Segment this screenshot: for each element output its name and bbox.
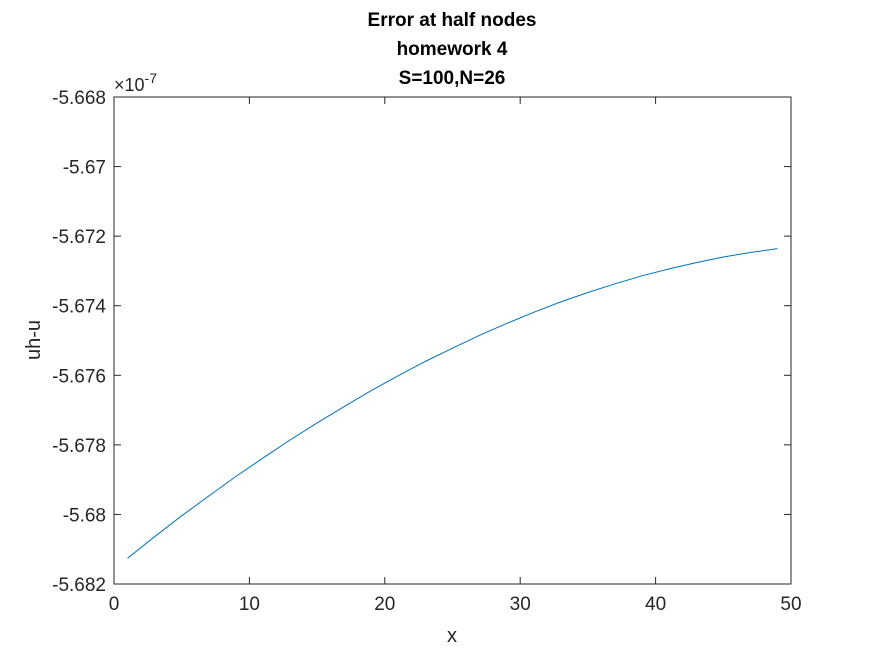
chart-title-line-3: S=100,N=26	[399, 68, 506, 89]
y-axis-label: uh-u	[23, 320, 45, 360]
x-tick-label: 0	[109, 594, 120, 615]
chart-title-line-1: Error at half nodes	[368, 10, 537, 31]
x-tick-label: 40	[645, 594, 666, 615]
series-line	[127, 248, 778, 559]
y-tick-label: -5.68	[63, 505, 106, 526]
x-tick-label: 30	[510, 594, 531, 615]
y-tick-label: -5.672	[52, 227, 106, 248]
y-tick-label: -5.674	[52, 297, 106, 318]
x-tick-label: 50	[780, 594, 801, 615]
y-exponent-label: ×10-7	[114, 70, 157, 95]
x-axis-label: x	[447, 625, 457, 647]
chart-title-line-2: homework 4	[397, 39, 508, 60]
y-tick-label: -5.682	[52, 575, 106, 596]
y-tick-label: -5.67	[63, 158, 106, 179]
y-exponent-base: ×10	[114, 75, 145, 95]
x-tick-label: 10	[239, 594, 260, 615]
y-tick-label: -5.678	[52, 436, 106, 457]
x-axis-ticks: 0 10 20 30 40 50	[109, 97, 802, 615]
y-axis-ticks: -5.682 -5.68 -5.678 -5.676 -5.674 -5.672 -5.67…	[52, 88, 791, 596]
plot-area	[113, 96, 792, 585]
y-exponent-power: -7	[145, 70, 158, 86]
y-tick-label: -5.676	[52, 366, 106, 387]
x-tick-label: 20	[374, 594, 395, 615]
y-tick-label: -5.668	[52, 88, 106, 109]
